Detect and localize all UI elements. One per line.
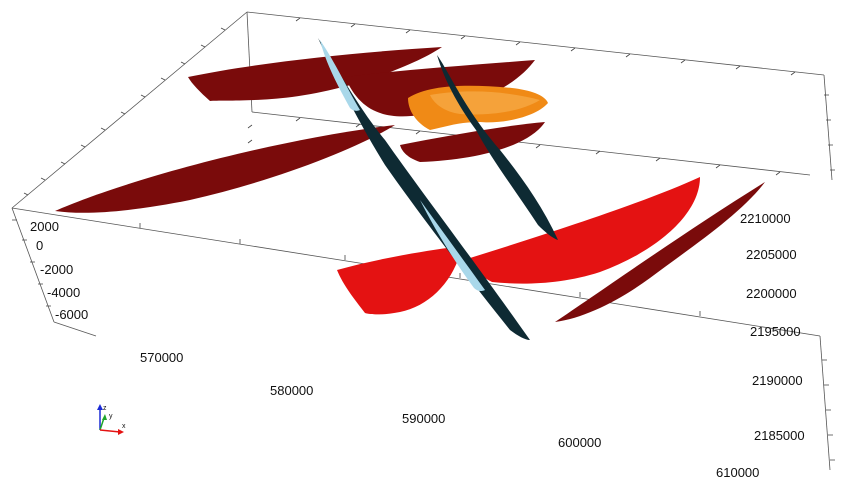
back-top-ticks: [295, 17, 796, 76]
y-axis-labels: 2210000 2205000 2200000 2195000 2190000 …: [740, 211, 805, 443]
light-blue-fault-highlight: [320, 40, 360, 111]
y-tick-label: 2200000: [746, 286, 797, 301]
box-right-vertical-edge: [823, 74, 833, 181]
x-tick-label: 580000: [270, 383, 313, 398]
y-tick-label: 2205000: [746, 247, 797, 262]
y-tick-label: 2210000: [740, 211, 791, 226]
triad-z-label: z: [103, 405, 107, 412]
x-tick-label: 610000: [716, 465, 759, 480]
box-right-lower-edge: [819, 335, 831, 471]
x-tick-label: 590000: [402, 411, 445, 426]
x-arrow-head: [118, 429, 124, 435]
front-top-ticks: [139, 223, 701, 316]
dark-teal-fault-right[interactable]: [437, 55, 558, 240]
light-blue-fault-highlight-lower: [420, 200, 485, 292]
z-arrow-head: [97, 404, 103, 410]
right-vertical-ticks: [822, 94, 835, 461]
box-back-bottom-edge: [251, 111, 811, 176]
x-axis-labels: 570000 580000 590000 600000 610000: [140, 350, 759, 480]
z-tick-label: 2000: [30, 219, 59, 234]
orientation-triad: z y x: [97, 404, 126, 435]
x-tick-label: 570000: [140, 350, 183, 365]
dark-red-surface-upper-left[interactable]: [188, 47, 442, 101]
triad-y-label: y: [109, 413, 113, 420]
geological-surfaces: [55, 38, 765, 340]
y-tick-label: 2185000: [754, 428, 805, 443]
x-tick-label: 600000: [558, 435, 601, 450]
box-left-vertical-edge: [11, 207, 55, 323]
z-tick-label: -4000: [47, 285, 80, 300]
y-tick-label: 2190000: [752, 373, 803, 388]
x-axis-arrow: [99, 429, 121, 433]
dark-red-surface-right[interactable]: [555, 182, 765, 322]
box-top-back-edge: [246, 11, 825, 76]
left-vertical-ticks: [12, 219, 51, 307]
z-tick-label: -6000: [55, 307, 88, 322]
z-axis-labels: 2000 0 -2000 -4000 -6000: [30, 219, 88, 322]
z-tick-label: -2000: [40, 262, 73, 277]
back-bottom-ticks: [247, 117, 781, 176]
tick-marks: [12, 17, 835, 461]
left-top-ticks: [23, 27, 226, 196]
dark-red-surface-long[interactable]: [55, 125, 395, 213]
box-top-left-edge: [11, 11, 248, 209]
y-arrow-head: [102, 414, 107, 420]
y-tick-label: 2195000: [750, 324, 801, 339]
dark-red-surface-middle[interactable]: [400, 122, 545, 162]
box-bottom-left-edge: [53, 321, 97, 337]
triad-x-label: x: [122, 423, 126, 430]
z-tick-label: 0: [36, 238, 43, 253]
red-surface-lower-right[interactable]: [470, 177, 700, 284]
red-surface-lower-left[interactable]: [337, 246, 462, 315]
